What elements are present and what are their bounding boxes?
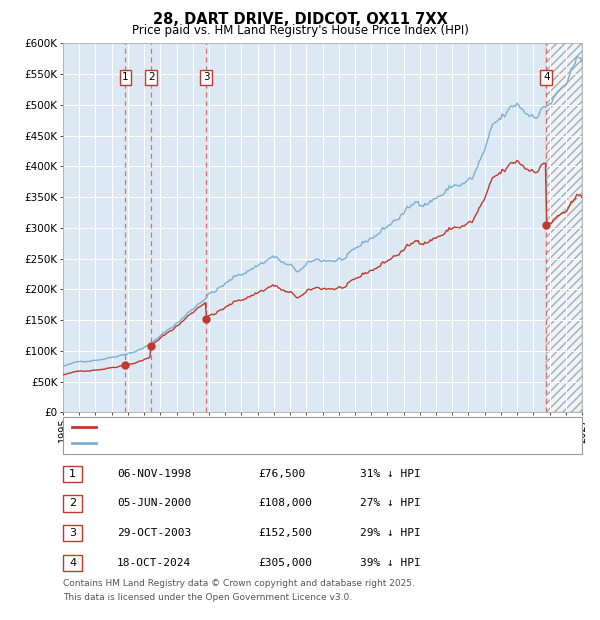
Text: This data is licensed under the Open Government Licence v3.0.: This data is licensed under the Open Gov…	[63, 593, 352, 602]
Text: 3: 3	[203, 72, 209, 82]
Text: Price paid vs. HM Land Registry's House Price Index (HPI): Price paid vs. HM Land Registry's House …	[131, 24, 469, 37]
Text: 3: 3	[69, 528, 76, 538]
Text: 4: 4	[69, 558, 76, 568]
Text: £108,000: £108,000	[258, 498, 312, 508]
Text: £76,500: £76,500	[258, 469, 305, 479]
Text: £152,500: £152,500	[258, 528, 312, 538]
Text: 2: 2	[69, 498, 76, 508]
Text: 1: 1	[69, 469, 76, 479]
Text: 28, DART DRIVE, DIDCOT, OX11 7XX (semi-detached house): 28, DART DRIVE, DIDCOT, OX11 7XX (semi-d…	[102, 422, 415, 432]
Text: £305,000: £305,000	[258, 558, 312, 568]
Text: 18-OCT-2024: 18-OCT-2024	[117, 558, 191, 568]
Text: Contains HM Land Registry data © Crown copyright and database right 2025.: Contains HM Land Registry data © Crown c…	[63, 579, 415, 588]
Text: HPI: Average price, semi-detached house, South Oxfordshire: HPI: Average price, semi-detached house,…	[102, 438, 418, 448]
Text: 06-NOV-1998: 06-NOV-1998	[117, 469, 191, 479]
Text: 27% ↓ HPI: 27% ↓ HPI	[360, 498, 421, 508]
Text: 4: 4	[543, 72, 550, 82]
Text: 2: 2	[148, 72, 154, 82]
Text: 28, DART DRIVE, DIDCOT, OX11 7XX: 28, DART DRIVE, DIDCOT, OX11 7XX	[152, 12, 448, 27]
Text: 29% ↓ HPI: 29% ↓ HPI	[360, 528, 421, 538]
Text: 29-OCT-2003: 29-OCT-2003	[117, 528, 191, 538]
Text: 05-JUN-2000: 05-JUN-2000	[117, 498, 191, 508]
Text: 1: 1	[122, 72, 129, 82]
Text: 39% ↓ HPI: 39% ↓ HPI	[360, 558, 421, 568]
Text: 31% ↓ HPI: 31% ↓ HPI	[360, 469, 421, 479]
